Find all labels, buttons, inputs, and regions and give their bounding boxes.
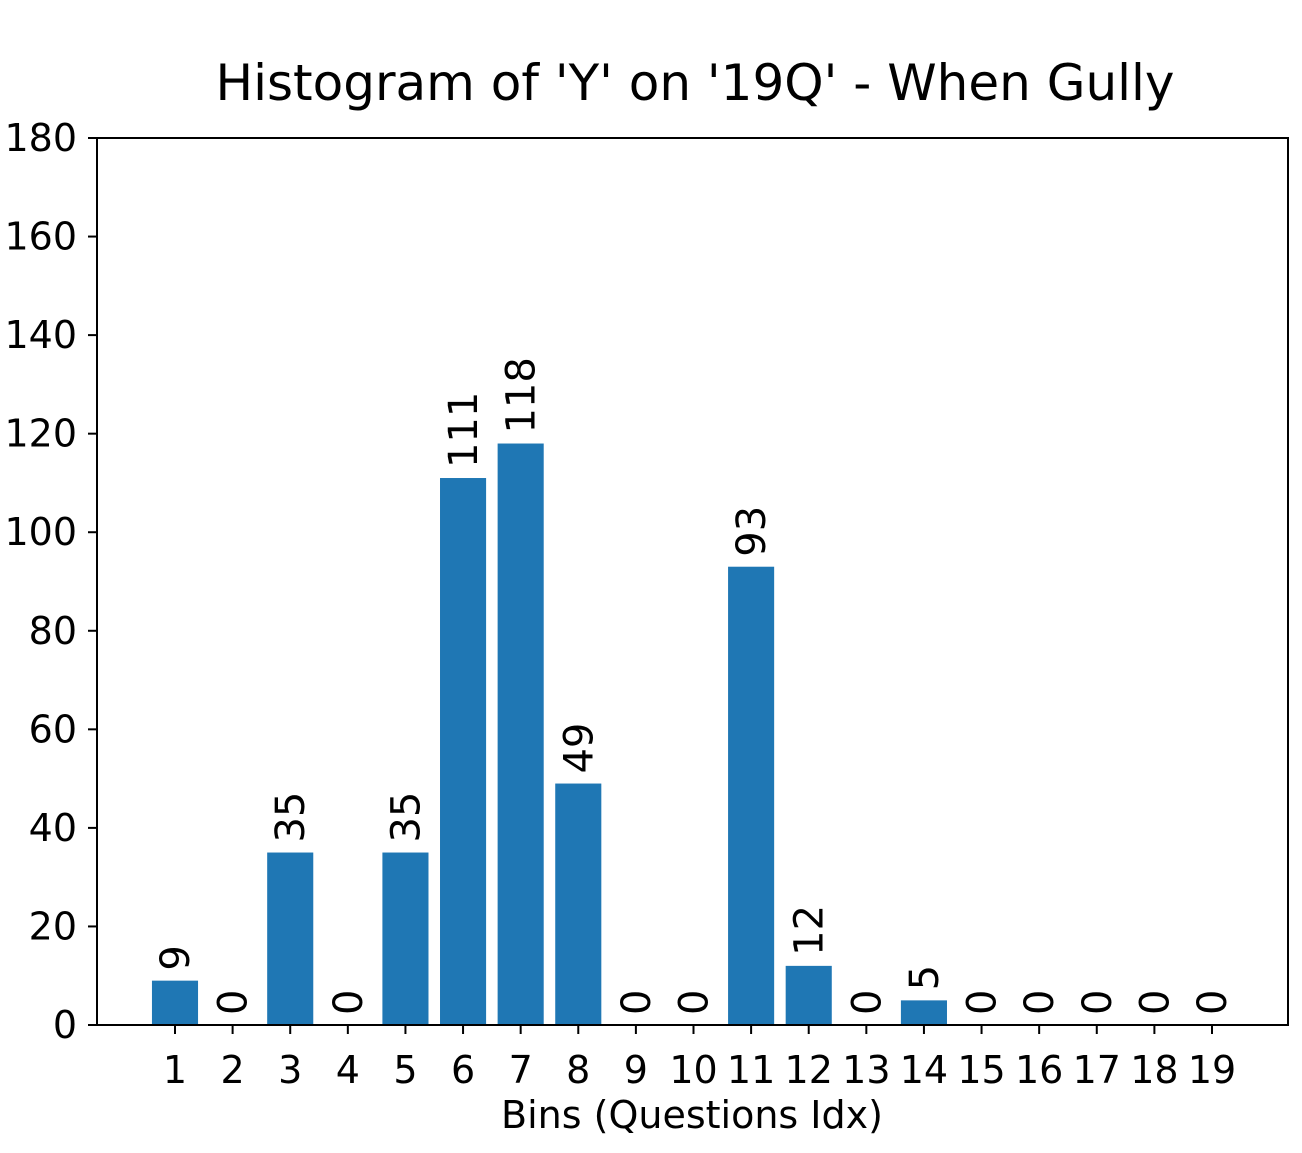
- bar: [728, 566, 775, 1025]
- x-tick-label: 19: [1188, 1048, 1236, 1092]
- data-label: 0: [614, 990, 660, 1015]
- x-tick-label: 18: [1130, 1048, 1178, 1092]
- bar: [785, 965, 832, 1025]
- y-tick-label: 160: [4, 215, 77, 259]
- x-tick-label: 10: [669, 1048, 717, 1092]
- data-label: 12: [787, 905, 833, 956]
- data-label: 35: [383, 792, 429, 843]
- y-tick-label: 100: [4, 510, 77, 554]
- x-tick-label: 7: [509, 1048, 533, 1092]
- x-tick-label: 14: [900, 1048, 948, 1092]
- x-tick-label: 4: [336, 1048, 360, 1092]
- bar: [151, 980, 199, 1025]
- x-tick-label: 6: [451, 1048, 475, 1092]
- data-label: 9: [153, 945, 199, 970]
- y-tick-label: 140: [4, 313, 77, 357]
- data-label: 0: [960, 990, 1006, 1015]
- bar: [900, 1000, 947, 1025]
- y-tick-label: 60: [29, 707, 77, 751]
- data-label: 35: [268, 792, 314, 843]
- data-label: 0: [1132, 990, 1178, 1015]
- y-tick-label: 0: [53, 1003, 77, 1047]
- data-label: 49: [556, 723, 602, 774]
- bar: [267, 852, 314, 1025]
- data-label: 0: [1190, 990, 1236, 1015]
- x-tick-label: 5: [393, 1048, 417, 1092]
- x-tick-label: 15: [957, 1048, 1005, 1092]
- x-tick-label: 12: [785, 1048, 833, 1092]
- x-tick-label: 1: [163, 1048, 187, 1092]
- data-label: 0: [326, 990, 372, 1015]
- data-label: 93: [729, 506, 775, 557]
- bar: [497, 443, 544, 1025]
- bar: [382, 852, 429, 1025]
- y-tick-label: 80: [29, 609, 77, 653]
- x-axis-label: Bins (Questions Idx): [501, 1093, 883, 1137]
- plot-frame: [96, 137, 1289, 1026]
- x-tick-label: 8: [566, 1048, 590, 1092]
- x-tick-label: 2: [221, 1048, 245, 1092]
- data-label: 0: [1017, 990, 1063, 1015]
- data-label: 0: [211, 990, 257, 1015]
- x-tick-label: 13: [842, 1048, 890, 1092]
- x-tick-label: 17: [1073, 1048, 1121, 1092]
- y-tick-label: 180: [4, 116, 77, 160]
- chart-title: Histogram of 'Y' on '19Q' - When Gully: [215, 54, 1174, 112]
- data-label: 0: [672, 990, 718, 1015]
- x-tick-label: 9: [624, 1048, 648, 1092]
- y-tick-label: 40: [29, 806, 77, 850]
- x-tick-label: 11: [727, 1048, 775, 1092]
- x-tick-label: 16: [1015, 1048, 1063, 1092]
- bar: [440, 478, 487, 1025]
- y-tick-label: 20: [29, 904, 77, 948]
- x-tick-label: 3: [278, 1048, 302, 1092]
- data-label: 5: [902, 965, 948, 990]
- y-tick-label: 120: [4, 412, 77, 456]
- data-label: 0: [1075, 990, 1121, 1015]
- data-label: 111: [441, 392, 487, 468]
- data-label: 118: [499, 357, 545, 433]
- data-label: 0: [844, 990, 890, 1015]
- bar: [555, 783, 602, 1025]
